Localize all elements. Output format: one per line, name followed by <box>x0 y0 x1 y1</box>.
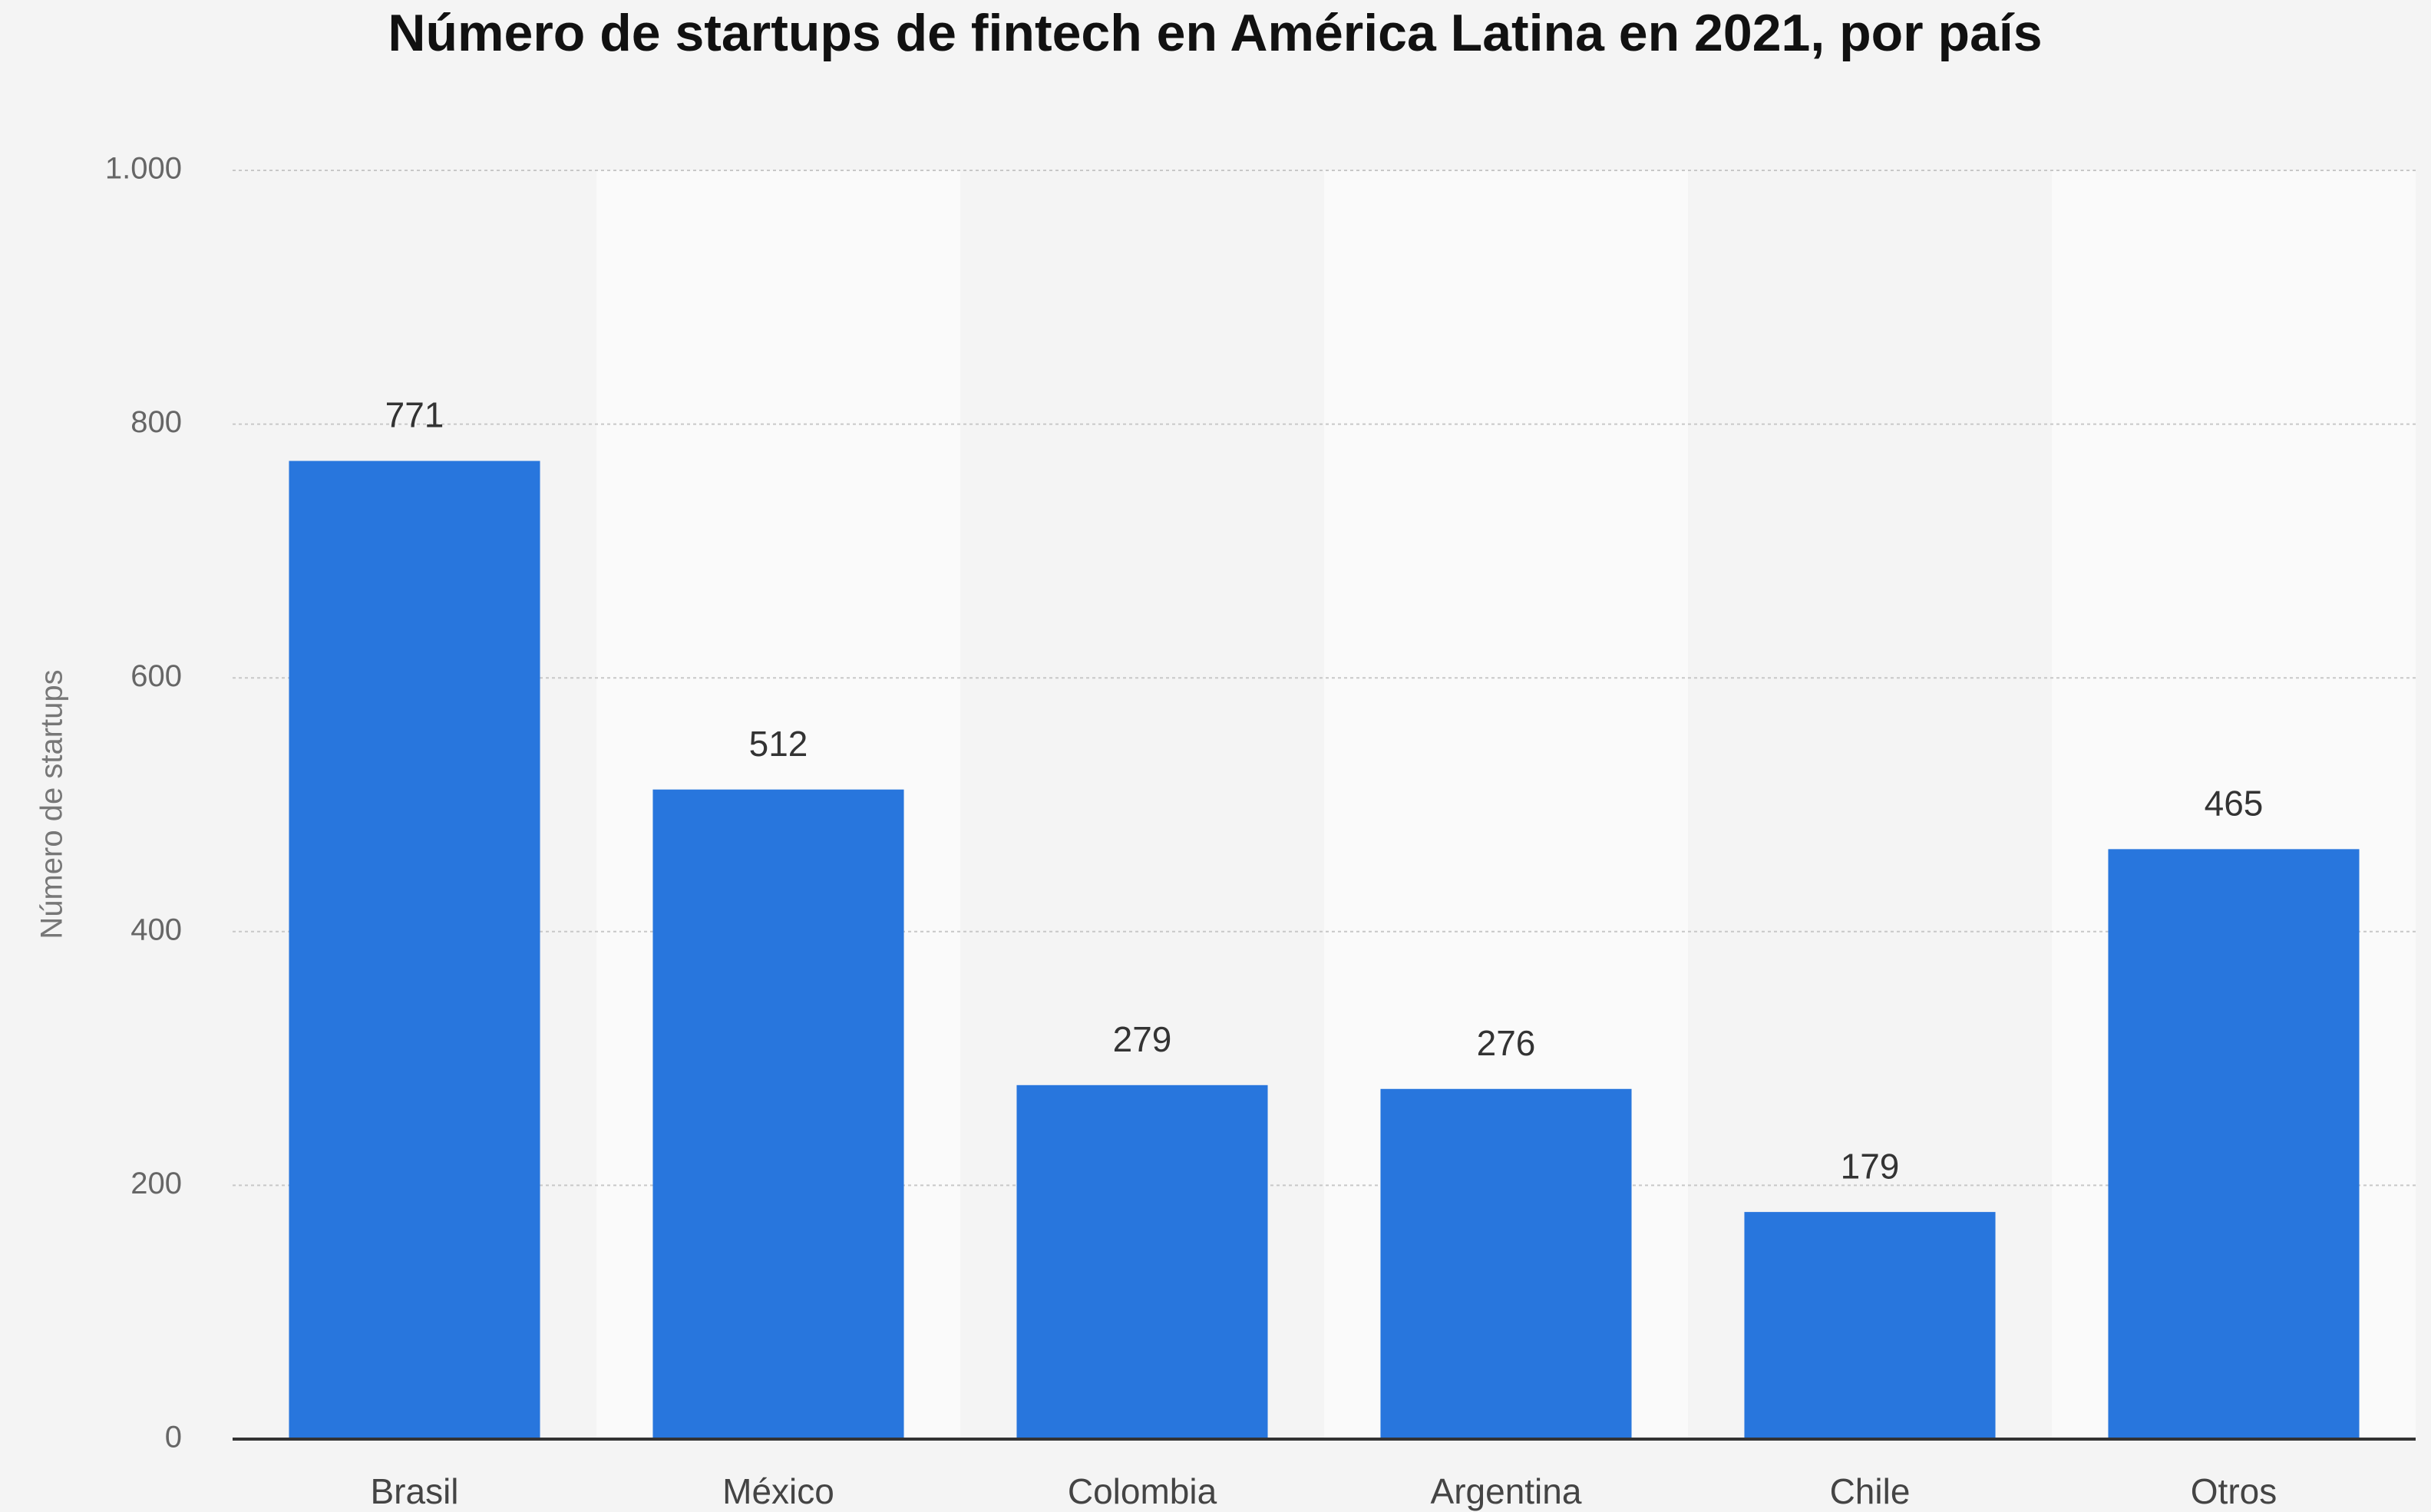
y-tick-label: 800 <box>130 405 182 439</box>
value-label: 279 <box>1113 1019 1172 1059</box>
bar <box>2108 849 2360 1439</box>
y-tick-label: 400 <box>130 913 182 946</box>
x-tick-label: Otros <box>2191 1471 2277 1511</box>
x-tick-label: Argentina <box>1431 1471 1582 1511</box>
chart-title: Número de startups de fintech en América… <box>388 4 2042 62</box>
value-label: 276 <box>1477 1023 1536 1063</box>
x-tick-label: México <box>722 1471 834 1511</box>
bar <box>1380 1088 1632 1439</box>
value-label: 465 <box>2205 784 2264 824</box>
x-tick-label: Brasil <box>370 1471 458 1511</box>
value-label: 512 <box>749 724 808 764</box>
bar <box>1744 1212 1996 1439</box>
bar <box>652 789 904 1439</box>
value-label: 179 <box>1841 1146 1900 1186</box>
value-label: 771 <box>385 395 444 435</box>
bar <box>289 461 540 1439</box>
x-tick-label: Colombia <box>1068 1471 1217 1511</box>
y-tick-label: 0 <box>165 1421 182 1454</box>
y-axis-label: Número de startups <box>35 669 69 939</box>
x-tick-label: Chile <box>1830 1471 1911 1511</box>
bar <box>1016 1084 1268 1439</box>
y-tick-label: 1.000 <box>105 152 182 186</box>
y-tick-label: 200 <box>130 1167 182 1200</box>
y-tick-label: 600 <box>130 659 182 693</box>
